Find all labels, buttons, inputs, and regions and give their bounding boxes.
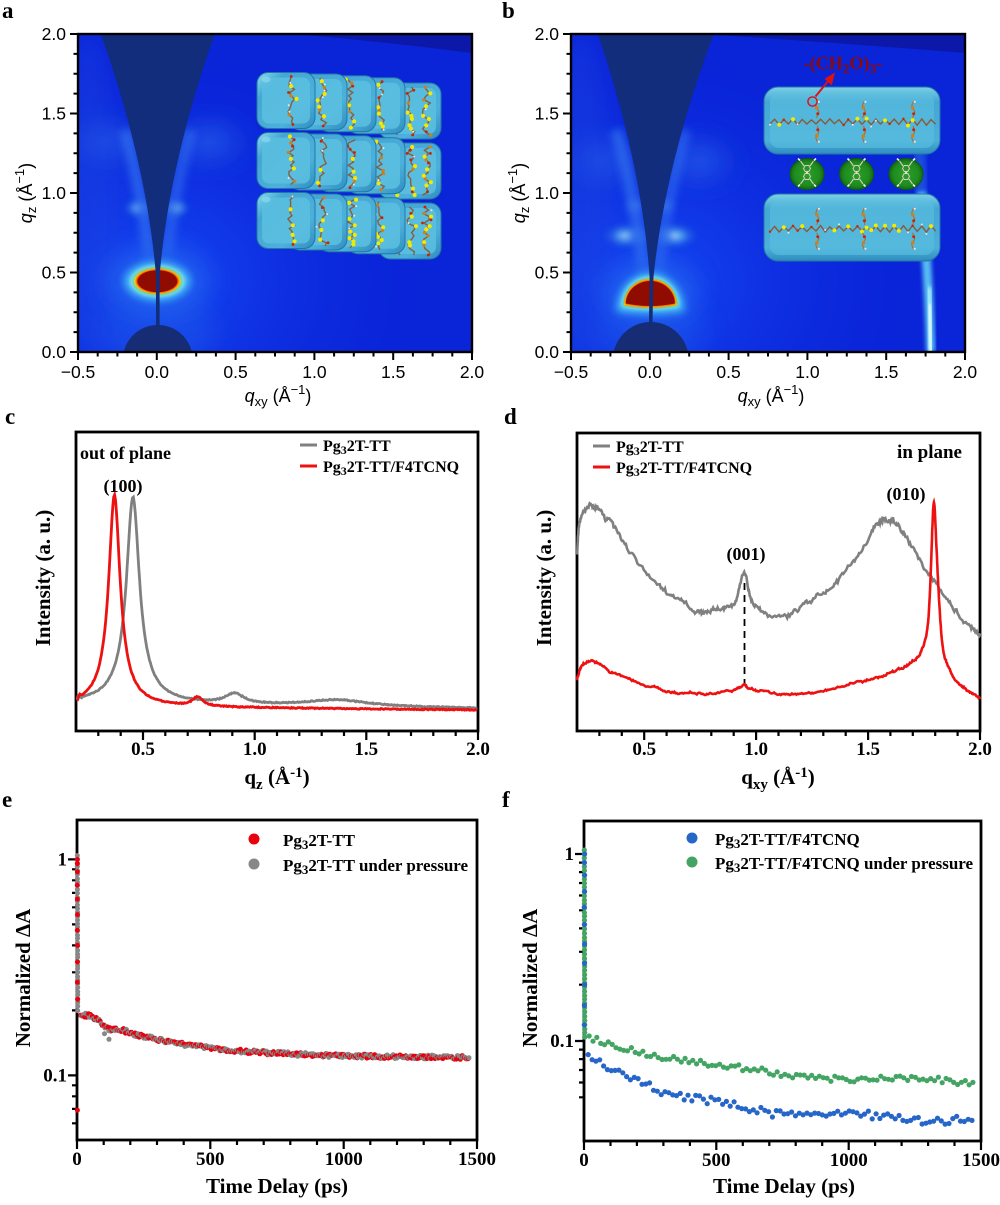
svg-text:1.0: 1.0 bbox=[243, 739, 267, 760]
svg-text:1.0: 1.0 bbox=[42, 183, 67, 203]
svg-text:f: f bbox=[502, 787, 510, 812]
svg-text:0.0: 0.0 bbox=[638, 362, 663, 382]
svg-text:2.0: 2.0 bbox=[42, 24, 67, 44]
svg-text:Pg32T-TT/F4TCNQ: Pg32T-TT/F4TCNQ bbox=[323, 459, 459, 478]
svg-text:qxy (Å−1): qxy (Å−1) bbox=[738, 382, 805, 409]
svg-text:b: b bbox=[502, 0, 515, 23]
svg-text:Pg32T-TT/F4TCNQ: Pg32T-TT/F4TCNQ bbox=[616, 460, 752, 479]
svg-text:2.0: 2.0 bbox=[535, 24, 560, 44]
svg-text:1.5: 1.5 bbox=[874, 362, 898, 382]
svg-text:2.0: 2.0 bbox=[460, 362, 485, 382]
svg-text:1.5: 1.5 bbox=[535, 104, 559, 124]
svg-text:(001): (001) bbox=[727, 544, 766, 565]
svg-text:out of plane: out of plane bbox=[80, 443, 171, 463]
svg-text:0.0: 0.0 bbox=[535, 342, 560, 362]
svg-text:1500: 1500 bbox=[458, 1149, 496, 1170]
svg-text:qxy (Å−1): qxy (Å−1) bbox=[245, 382, 312, 409]
svg-text:Pg32T-TT/F4TCNQ: Pg32T-TT/F4TCNQ bbox=[715, 830, 860, 851]
svg-text:0.1: 0.1 bbox=[550, 1031, 574, 1052]
svg-text:qz (Å−1): qz (Å−1) bbox=[12, 163, 39, 223]
svg-text:1.0: 1.0 bbox=[795, 362, 820, 382]
svg-text:Intensity (a. u.): Intensity (a. u.) bbox=[31, 510, 55, 647]
svg-text:1.5: 1.5 bbox=[354, 739, 378, 760]
svg-text:0.5: 0.5 bbox=[131, 739, 155, 760]
svg-text:0.0: 0.0 bbox=[42, 342, 67, 362]
svg-text:Intensity (a. u.): Intensity (a. u.) bbox=[532, 510, 556, 647]
svg-text:Pg32T-TT/F4TCNQ under pressure: Pg32T-TT/F4TCNQ under pressure bbox=[715, 854, 974, 875]
svg-text:-(CH2O)3-: -(CH2O)3- bbox=[804, 53, 883, 76]
svg-text:1.0: 1.0 bbox=[302, 362, 327, 382]
svg-text:−0.5: −0.5 bbox=[61, 362, 96, 382]
svg-text:(010): (010) bbox=[887, 484, 926, 505]
svg-text:c: c bbox=[5, 404, 15, 429]
svg-text:0.5: 0.5 bbox=[632, 739, 656, 760]
svg-text:1.0: 1.0 bbox=[535, 183, 560, 203]
svg-text:1: 1 bbox=[565, 844, 575, 865]
svg-text:Pg32T-TT: Pg32T-TT bbox=[323, 438, 391, 457]
svg-text:in plane: in plane bbox=[897, 442, 962, 463]
svg-text:2.0: 2.0 bbox=[953, 362, 978, 382]
svg-text:1.5: 1.5 bbox=[856, 739, 880, 760]
svg-text:2.0: 2.0 bbox=[466, 739, 490, 760]
svg-text:Pg32T-TT under pressure: Pg32T-TT under pressure bbox=[283, 856, 469, 877]
svg-text:e: e bbox=[2, 787, 12, 812]
svg-text:Normalized ΔA: Normalized ΔA bbox=[11, 908, 35, 1047]
svg-text:−0.5: −0.5 bbox=[554, 362, 589, 382]
svg-text:0.5: 0.5 bbox=[223, 362, 247, 382]
svg-text:Time Delay (ps): Time Delay (ps) bbox=[713, 1174, 855, 1198]
svg-text:1.0: 1.0 bbox=[744, 739, 768, 760]
svg-text:d: d bbox=[504, 404, 517, 429]
svg-text:Time Delay (ps): Time Delay (ps) bbox=[206, 1174, 348, 1198]
svg-text:1.5: 1.5 bbox=[42, 104, 66, 124]
svg-text:2.0: 2.0 bbox=[968, 739, 992, 760]
svg-text:0.5: 0.5 bbox=[42, 263, 66, 283]
svg-text:0: 0 bbox=[579, 1150, 589, 1171]
svg-text:500: 500 bbox=[196, 1149, 225, 1170]
svg-text:500: 500 bbox=[702, 1150, 731, 1171]
svg-text:Pg32T-TT: Pg32T-TT bbox=[283, 831, 356, 852]
svg-text:1.5: 1.5 bbox=[381, 362, 405, 382]
svg-text:Normalized ΔA: Normalized ΔA bbox=[518, 908, 542, 1047]
svg-text:0.5: 0.5 bbox=[535, 263, 559, 283]
svg-text:(100): (100) bbox=[104, 476, 143, 497]
svg-text:1: 1 bbox=[58, 849, 68, 870]
svg-text:1000: 1000 bbox=[325, 1149, 363, 1170]
svg-text:0: 0 bbox=[72, 1149, 82, 1170]
svg-text:0.5: 0.5 bbox=[716, 362, 740, 382]
svg-text:1000: 1000 bbox=[830, 1150, 868, 1171]
svg-text:1500: 1500 bbox=[962, 1150, 1000, 1171]
svg-text:a: a bbox=[2, 0, 14, 23]
svg-text:Pg32T-TT: Pg32T-TT bbox=[616, 439, 684, 458]
svg-text:0.0: 0.0 bbox=[145, 362, 170, 382]
svg-text:qz (Å−1): qz (Å−1) bbox=[505, 163, 532, 223]
svg-text:0.1: 0.1 bbox=[43, 1065, 67, 1086]
